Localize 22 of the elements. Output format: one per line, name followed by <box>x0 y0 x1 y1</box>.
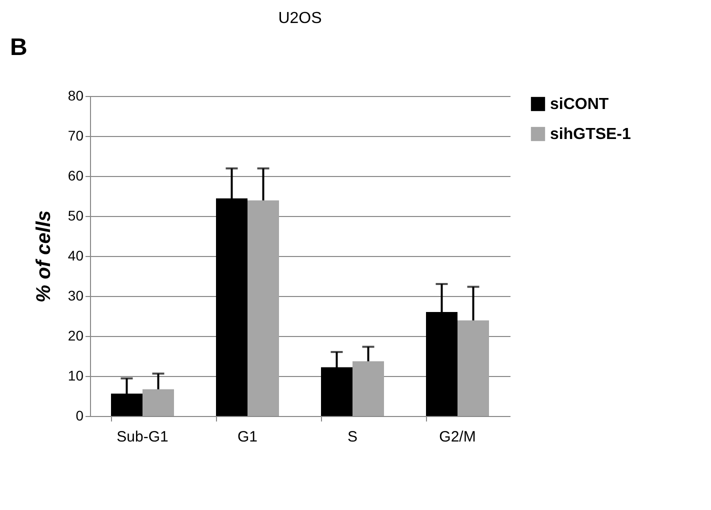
y-axis-title: % of cells <box>32 210 55 303</box>
y-tick-label: 80 <box>68 88 84 104</box>
bar <box>142 389 174 416</box>
legend-label: sihGTSE-1 <box>550 126 632 143</box>
bar <box>248 200 279 416</box>
y-tick-label: 0 <box>76 408 84 424</box>
x-tick-label: G1 <box>237 428 258 446</box>
y-tick-label: 10 <box>68 368 84 384</box>
x-tick-label: S <box>347 428 358 446</box>
bar <box>458 320 489 416</box>
y-tick-label: 40 <box>68 248 84 264</box>
x-tick-label: G2/M <box>439 428 476 446</box>
y-tick-label: 50 <box>68 208 84 224</box>
y-tick-label: 70 <box>68 128 84 144</box>
legend-label: siCONT <box>550 96 609 113</box>
y-tick-label: 20 <box>68 328 84 344</box>
y-tick-label: 60 <box>68 168 84 184</box>
bar <box>352 361 384 416</box>
y-tick-label: 30 <box>68 288 84 304</box>
x-tick-label: Sub-G1 <box>116 428 168 446</box>
text: B <box>10 34 28 61</box>
chart-title: U2OS <box>278 10 322 27</box>
